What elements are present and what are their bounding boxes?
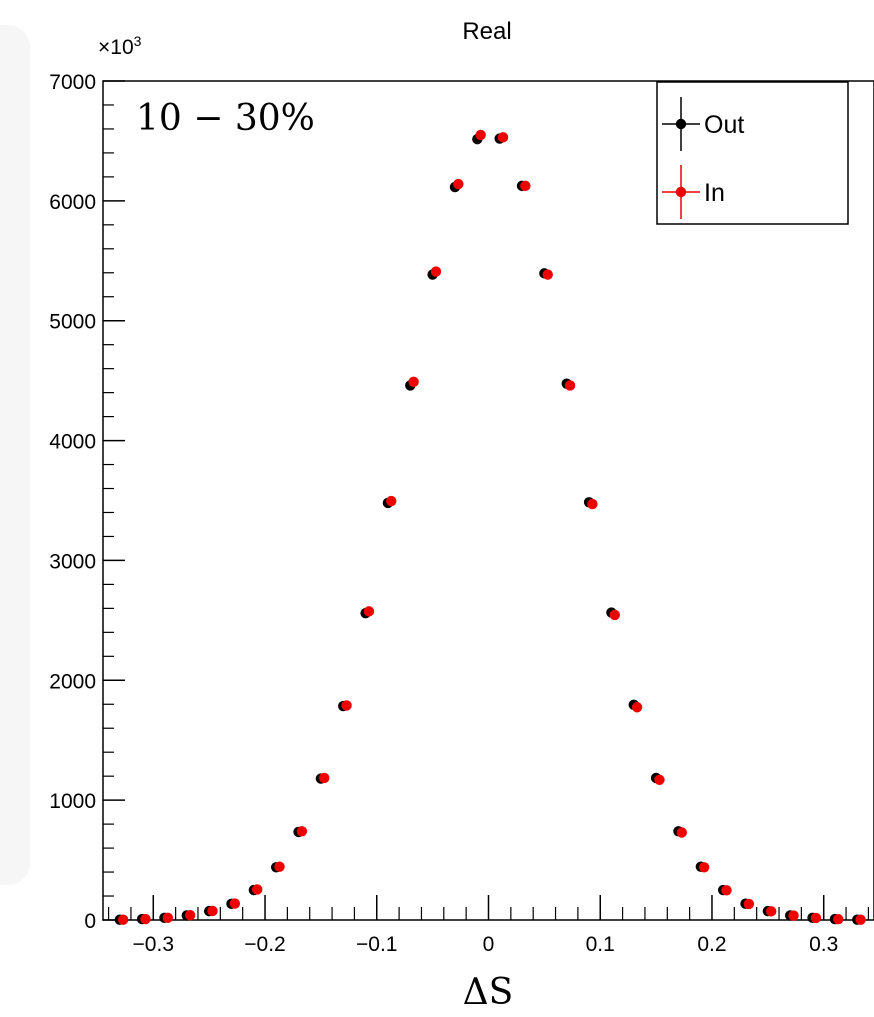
x-axis-label: ΔS: [463, 972, 514, 1013]
data-point-in: [117, 914, 129, 925]
legend-entry-out: Out: [662, 97, 744, 151]
x-tick-label: −0.3: [133, 933, 174, 956]
data-point-in: [721, 885, 732, 896]
data-point-in: [676, 827, 688, 838]
data-point-in: [140, 913, 151, 925]
x-tick-label: 0.2: [697, 933, 726, 956]
data-point-in: [453, 178, 464, 190]
data-point-in: [564, 380, 576, 391]
data-point-in: [162, 912, 174, 924]
series-layer: [114, 129, 866, 925]
y-tick-label: 5000: [49, 311, 96, 334]
series-in: [117, 129, 866, 925]
x-tick-label: 0: [483, 933, 495, 956]
series-out: [114, 133, 863, 925]
legend-label: In: [704, 179, 725, 207]
x-tick-label: 0.3: [809, 933, 838, 956]
y-tick-label: 4000: [49, 431, 96, 454]
data-point-in: [631, 702, 643, 713]
data-point-in: [497, 132, 509, 143]
x-tick-label: −0.1: [356, 933, 397, 956]
data-point-in: [698, 862, 710, 873]
data-point-in: [274, 861, 285, 872]
data-point-in: [363, 606, 375, 617]
data-point-in: [252, 884, 263, 895]
y-tick-label: 2000: [49, 670, 96, 693]
legend-marker-dot: [675, 186, 687, 198]
data-point-in: [609, 609, 620, 621]
data-point-in: [430, 266, 442, 277]
y-tick-label: 7000: [49, 71, 96, 94]
legend: Out In: [656, 81, 849, 225]
data-point-in: [341, 700, 352, 711]
data-point-in: [296, 826, 308, 837]
data-point-in: [766, 906, 777, 917]
data-point-in: [833, 913, 844, 925]
data-point-in: [587, 498, 598, 510]
x-tick-label: 0.1: [586, 933, 615, 956]
y-tick-label: 1000: [49, 790, 96, 813]
data-point-in: [408, 376, 419, 388]
axes-group: 0 1000 2000 3000 4000 5000 6000 7000 −0.3 −0.2 −0.…: [49, 71, 870, 956]
legend-marker-dot: [675, 118, 687, 130]
data-point-in: [475, 129, 486, 141]
x-tick-label: −0.2: [244, 933, 285, 956]
legend-box: [656, 81, 849, 225]
data-point-in: [207, 905, 218, 917]
data-point-in: [542, 269, 553, 280]
data-point-in: [788, 910, 799, 921]
centrality-annotation: 10 − 30%: [136, 98, 315, 139]
chart-title: Real: [462, 18, 511, 45]
data-point-in: [319, 772, 330, 784]
data-point-in: [654, 774, 665, 785]
data-point-in: [520, 180, 531, 192]
y-tick-label: 6000: [49, 191, 96, 214]
data-point-in: [386, 495, 397, 507]
page-side-strip: [0, 25, 30, 885]
data-point-in: [184, 910, 196, 921]
data-point-in: [855, 914, 866, 925]
data-point-in: [810, 912, 822, 924]
y-tick-label: 0: [84, 910, 96, 933]
legend-entry-in: In: [662, 165, 725, 219]
legend-label: Out: [704, 111, 744, 139]
y-multiplier-label: ×103: [98, 33, 142, 59]
data-point-in: [229, 898, 241, 909]
data-point-in: [743, 898, 755, 910]
y-tick-label: 3000: [49, 550, 96, 573]
